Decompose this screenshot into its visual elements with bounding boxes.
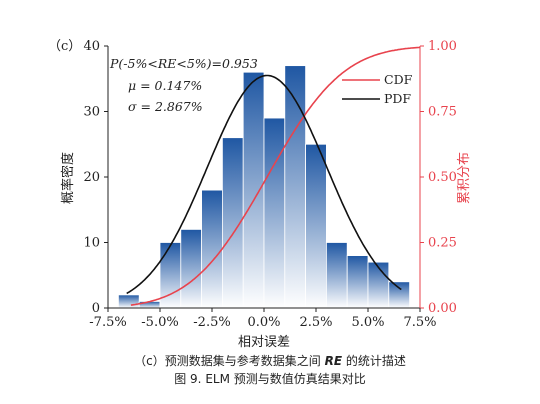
chart: 0 10 20 30 40 0.00 0.25 0.50 0.75 1.00 -7.5% -5.0% -…	[48, 39, 472, 350]
caption-line-1: （c）预测数据集与参考数据集之间 RE 的统计描述	[0, 352, 540, 369]
histogram-bar-4	[201, 189, 223, 309]
y-tick-label-0: 0	[92, 301, 100, 316]
histogram-bars	[118, 65, 410, 309]
cdf-curve	[130, 46, 421, 306]
caption-line-1-prefix: （c）预测数据集与参考数据集之间	[134, 354, 325, 368]
legend: CDF PDF	[342, 72, 413, 106]
y-axis-label-left: 概率密度	[60, 152, 76, 204]
x-tick-label-5: 5.0%	[351, 315, 384, 330]
histogram-bar-10	[325, 242, 348, 309]
y2-tick-label-1: 0.25	[428, 236, 457, 251]
caption-line-2: 图 9. ELM 预测与数值仿真结果对比	[174, 372, 366, 386]
y2-tick-label-0: 0.00	[428, 301, 457, 316]
x-tick-label-4: 2.5%	[299, 315, 332, 330]
histogram-bar-11	[346, 255, 369, 309]
pdf-curve	[126, 74, 402, 295]
panel-label: （c）	[48, 39, 81, 54]
y2-tick-label-4: 1.00	[428, 39, 457, 54]
histogram-bar-3	[180, 228, 203, 309]
y-tick-label-4: 40	[83, 39, 100, 54]
annotation-probability: P(-5%<RE<5%)=0.953	[109, 56, 258, 71]
y-tick-label-2: 20	[83, 170, 100, 185]
y-axis-label-right: 累积分布	[457, 152, 472, 204]
x-tick-label-3: 0.0%	[247, 315, 280, 330]
x-tick-label-6: 7.5%	[403, 315, 436, 330]
chart-texts: （c） P(-5%<RE<5%)=0.953 μ = 0.147% σ = 2.…	[48, 39, 472, 350]
x-tick-label-2: -2.5%	[193, 315, 230, 330]
caption-line-1-re: RE	[324, 354, 343, 368]
axes: 0 10 20 30 40 0.00 0.25 0.50 0.75 1.00 -7.5% -5.0% -…	[83, 39, 457, 330]
y-tick-label-1: 10	[83, 236, 100, 251]
histogram-bar-6	[242, 71, 265, 309]
histogram-bar-9	[305, 143, 327, 309]
annotation-mu: μ = 0.147%	[128, 78, 202, 93]
curves	[126, 46, 421, 306]
histogram-bar-7	[263, 117, 286, 309]
annotation-sigma: σ = 2.867%	[128, 99, 203, 114]
caption-line-1-suffix: 的统计描述	[342, 354, 406, 368]
histogram-bar-8	[284, 65, 306, 309]
histogram-bar-13	[388, 281, 410, 309]
x-tick-label-1: -5.0%	[141, 315, 178, 330]
legend-pdf-label: PDF	[384, 91, 411, 106]
histogram-bar-0	[118, 294, 140, 309]
x-axis-label: 相对误差	[238, 335, 290, 350]
legend-cdf-label: CDF	[384, 72, 413, 87]
x-tick-label-0: -7.5%	[89, 315, 126, 330]
y2-tick-label-2: 0.50	[428, 170, 457, 185]
y-tick-label-3: 30	[83, 105, 100, 120]
histogram-bar-12	[367, 261, 390, 309]
y2-tick-label-3: 0.75	[428, 105, 457, 120]
